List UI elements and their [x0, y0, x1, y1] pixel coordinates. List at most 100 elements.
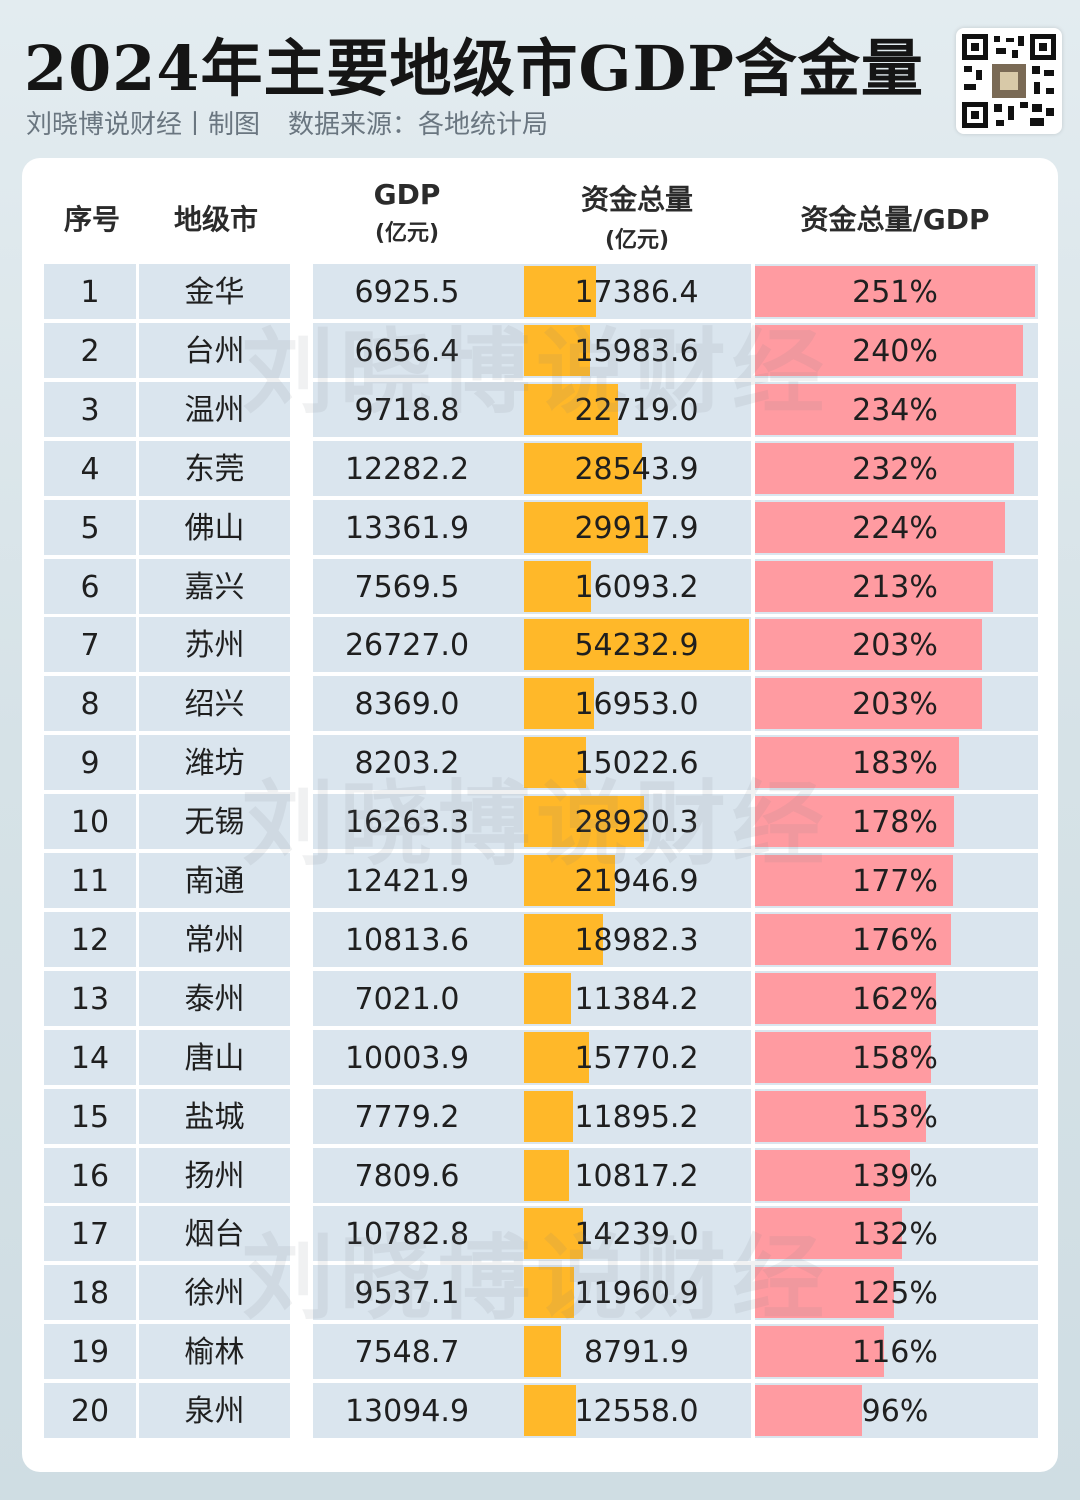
row-band — [313, 1324, 524, 1380]
fund-cell: 22719.0 — [574, 392, 699, 428]
ratio-bar — [755, 324, 1023, 376]
ratio-bar — [755, 619, 982, 671]
row-band — [313, 970, 524, 1026]
table-row: 16 扬州 7809.6 10817.2 139% — [44, 1147, 1038, 1203]
row-band — [44, 1206, 136, 1262]
header-gdp: GDP (亿元) — [373, 178, 441, 246]
rank-cell: 11 — [70, 864, 110, 899]
table-row: 13 泰州 7021.0 11384.2 162% — [44, 970, 1038, 1026]
ratio-cell: 234% — [852, 392, 938, 428]
city-cell: 佛山 — [184, 510, 245, 546]
city-cell: 台州 — [184, 333, 245, 369]
table-row: 12 常州 10813.6 18982.3 176% — [44, 911, 1038, 967]
fund-cell: 15022.6 — [574, 746, 699, 782]
fund-cell: 28543.9 — [574, 451, 699, 487]
row-band — [139, 558, 290, 614]
ratio-cell: 183% — [852, 746, 938, 782]
fund-bar — [524, 1090, 574, 1142]
fund-bar — [524, 1326, 561, 1378]
table-row: 18 徐州 9537.1 11960.9 125% — [44, 1265, 1038, 1321]
fund-cell: 15983.6 — [574, 333, 699, 369]
gdp-cell: 12282.2 — [344, 451, 470, 487]
rank-cell: 9 — [80, 746, 100, 782]
fund-bar — [524, 383, 619, 435]
fund-bar — [524, 737, 587, 789]
table-row: 10 无锡 16263.3 28920.3 178% — [44, 794, 1038, 850]
header-city: 地级市 — [173, 203, 258, 236]
row-band — [313, 794, 524, 850]
rank-cell: 13 — [70, 981, 110, 1017]
row-band — [139, 970, 290, 1026]
row-band — [524, 1324, 751, 1380]
table-row: 4 东莞 12282.2 28543.9 232% — [44, 440, 1038, 496]
rank-cell: 19 — [70, 1335, 110, 1371]
gdp-cell: 7548.7 — [354, 1335, 460, 1371]
city-cell: 东莞 — [184, 451, 245, 487]
row-band — [44, 853, 136, 908]
ratio-cell: 125% — [852, 1276, 938, 1312]
row-band — [44, 617, 136, 673]
ratio-bar — [755, 855, 953, 906]
fund-bar — [524, 1208, 584, 1260]
ratio-bar — [755, 737, 960, 789]
fund-bar — [524, 442, 643, 494]
ratio-bar — [755, 678, 982, 730]
row-band — [139, 381, 290, 437]
fund-bar — [524, 324, 591, 376]
city-cell: 徐州 — [184, 1276, 245, 1312]
table-row: 6 嘉兴 7569.5 16093.2 213% — [44, 558, 1038, 614]
ratio-cell: 153% — [852, 1099, 938, 1135]
rank-cell: 17 — [70, 1217, 110, 1253]
gdp-cell: 7569.5 — [354, 569, 460, 605]
city-cell: 泉州 — [184, 1394, 245, 1430]
row-band — [313, 499, 524, 555]
row-band — [313, 853, 524, 908]
ratio-cell: 213% — [852, 569, 938, 605]
row-band — [313, 322, 524, 378]
row-band — [44, 911, 136, 967]
ratio-bar — [755, 796, 954, 848]
row-band — [139, 1147, 290, 1203]
row-band — [139, 1383, 290, 1439]
fund-cell: 21946.9 — [574, 864, 699, 899]
ratio-bar — [755, 1326, 885, 1378]
row-band — [44, 735, 136, 791]
fund-cell: 10817.2 — [574, 1158, 699, 1194]
fund-cell: 17386.4 — [574, 275, 699, 310]
fund-cell: 11384.2 — [574, 981, 699, 1017]
fund-bar — [524, 1149, 569, 1201]
fund-cell: 14239.0 — [574, 1217, 699, 1253]
fund-bar — [524, 796, 644, 848]
table-row: 3 温州 9718.8 22719.0 234% — [44, 381, 1038, 437]
row-band — [313, 617, 524, 673]
row-band — [139, 794, 290, 850]
row-band — [44, 1324, 136, 1380]
city-cell: 泰州 — [184, 981, 245, 1017]
city-cell: 嘉兴 — [184, 569, 245, 605]
row-band — [139, 440, 290, 496]
row-band — [139, 1206, 290, 1262]
gdp-cell: 16263.3 — [344, 805, 470, 841]
gdp-cell: 12421.9 — [344, 864, 470, 899]
qr-code-icon — [956, 28, 1062, 134]
table-row: 5 佛山 13361.9 29917.9 224% — [44, 499, 1038, 555]
row-band — [313, 558, 524, 614]
city-cell: 无锡 — [184, 805, 245, 841]
rank-cell: 3 — [80, 392, 100, 428]
fund-cell: 29917.9 — [574, 510, 699, 546]
rank-cell: 6 — [80, 569, 100, 605]
rank-cell: 15 — [70, 1099, 110, 1135]
gdp-cell: 9718.8 — [354, 392, 460, 428]
rank-cell: 12 — [70, 922, 110, 958]
gdp-cell: 26727.0 — [344, 628, 470, 664]
table-row: 19 榆林 7548.7 8791.9 116% — [44, 1324, 1038, 1380]
row-band — [139, 322, 290, 378]
table-row: 15 盐城 7779.2 11895.2 153% — [44, 1088, 1038, 1144]
rank-cell: 10 — [70, 805, 110, 841]
ratio-cell: 176% — [852, 922, 938, 958]
rank-cell: 20 — [70, 1394, 110, 1430]
gdp-cell: 6925.5 — [354, 275, 460, 310]
ratio-cell: 240% — [852, 333, 938, 369]
table-row: 2 台州 6656.4 15983.6 240% — [44, 322, 1038, 378]
table-row: 14 唐山 10003.9 15770.2 158% — [44, 1029, 1038, 1085]
